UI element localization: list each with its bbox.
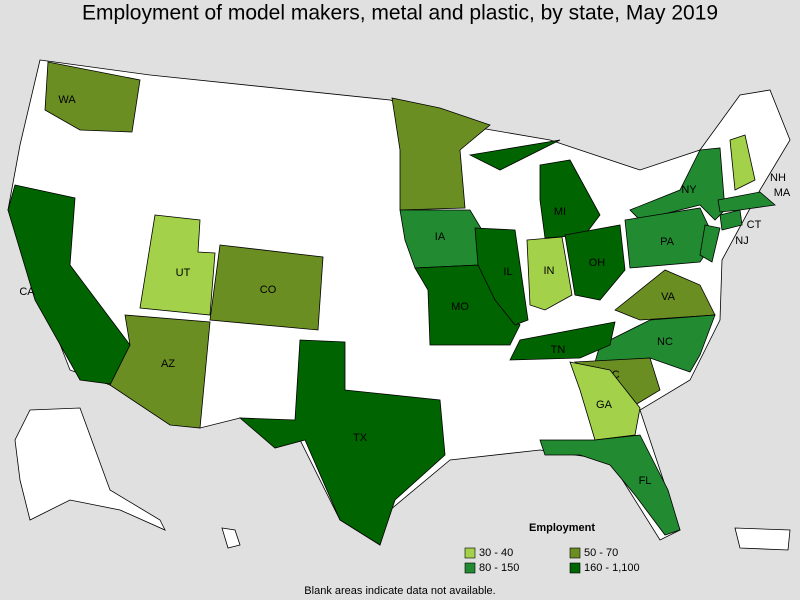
puerto-rico [734,527,791,551]
state-label: CO [260,284,277,296]
state [474,227,529,326]
state-label: GA [596,399,613,411]
hawaii [221,527,241,549]
state-label: IN [544,265,555,277]
state-label: CT [747,219,762,231]
state [699,224,721,263]
state-label: CA [19,286,35,298]
legend-swatch [464,562,476,574]
map-title: Employment of model makers, metal and pl… [82,2,718,25]
legend: 30 - 40 50 - 70 80 - 150 160 - 1,100 [464,547,640,574]
state [569,361,641,441]
state-label: FL [639,475,652,487]
state-label: NC [657,336,673,348]
state-label: UT [176,267,191,279]
state-label: NJ [735,235,748,247]
legend-label: 80 - 150 [479,562,519,574]
state-label: PA [660,236,675,248]
legend-swatch [569,562,581,574]
state [209,244,324,331]
legend-swatch [464,547,476,559]
state [539,434,681,536]
state [391,97,491,211]
legend-label: 30 - 40 [479,547,513,559]
state-label: WA [58,94,76,106]
state-label: AZ [161,358,175,370]
state [44,61,141,133]
legend-title: Employment [529,522,595,534]
state [614,269,716,321]
state-label: MO [451,301,469,313]
state-label: MI [554,206,566,218]
states: WACAUTCOAZMNIAMOILINMIOHNYPANJCTMANHVANC… [7,61,791,546]
state-label: IL [503,266,512,278]
state-label: TN [551,344,566,356]
state [139,214,216,316]
state-label: NH [770,172,786,184]
state-label: NY [681,184,697,196]
state-label: TX [353,432,368,444]
state-label: VA [661,291,676,303]
legend-swatch [569,547,581,559]
legend-label: 50 - 70 [584,547,618,559]
state [729,134,756,191]
state [717,191,776,213]
state [238,339,446,546]
legend-label: 160 - 1,100 [584,562,640,574]
state [719,209,743,231]
state-label: MA [774,187,791,199]
state-label: OH [589,257,606,269]
footnote: Blank areas indicate data not available. [304,585,495,597]
state [564,224,626,301]
state [509,321,616,361]
state [109,314,211,429]
state-label: IA [435,231,446,243]
alaska [14,407,166,531]
